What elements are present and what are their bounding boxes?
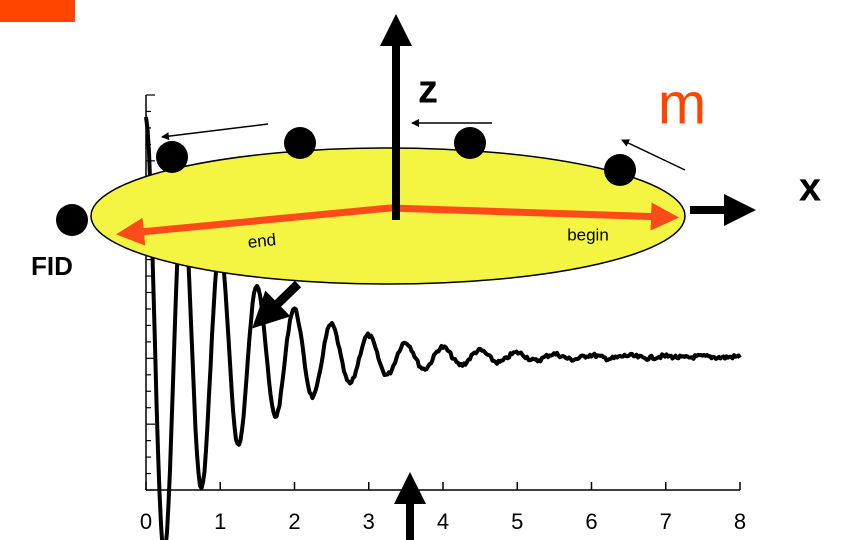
x-tick-label: 1	[214, 509, 226, 534]
spin-dot	[604, 154, 636, 186]
x-tick-label: 5	[511, 509, 523, 534]
spin-dot	[454, 127, 486, 159]
magnetization-begin	[389, 202, 679, 231]
x-tick-label: 6	[585, 509, 597, 534]
x-tick-label: 3	[363, 509, 375, 534]
axis: 0 1 2 3 4 5 6 7 8	[140, 94, 746, 534]
motion-arrow	[621, 139, 686, 171]
x-tick-label: 4	[437, 509, 449, 534]
end-label: end	[247, 230, 277, 252]
corner-block	[0, 0, 75, 22]
z-label: z	[418, 68, 438, 112]
x-tick-label: 2	[288, 509, 300, 534]
fid-label: FID	[31, 251, 73, 281]
magnetization-end	[116, 204, 391, 246]
begin-label: begin	[567, 225, 609, 244]
precession-plane	[90, 147, 686, 285]
spin-dot	[56, 204, 88, 236]
diagonal-arrow	[252, 280, 302, 329]
spin-dot	[284, 127, 316, 159]
m-label: m	[658, 71, 706, 136]
x-tick-label: 0	[140, 509, 152, 534]
motion-arrow	[161, 123, 269, 141]
x-tick-label: 8	[734, 509, 746, 534]
x-label: x	[799, 166, 821, 210]
fid-signal	[144, 116, 742, 540]
spin-dot	[156, 141, 188, 173]
x-tick-label: 7	[660, 509, 672, 534]
